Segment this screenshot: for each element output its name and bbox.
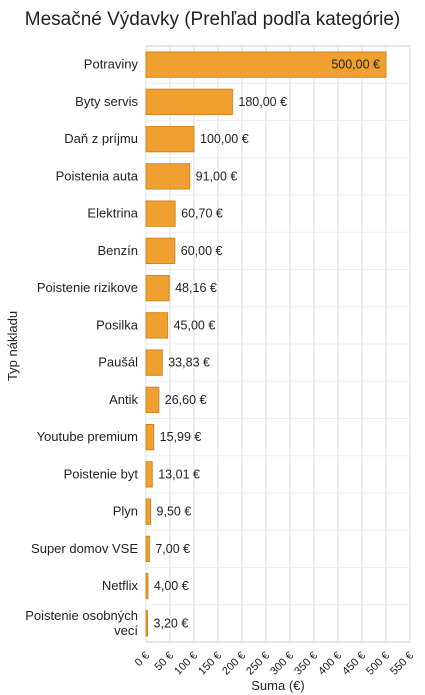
value-label: 26,60 € — [165, 393, 207, 407]
value-label: 13,01 € — [158, 467, 200, 481]
category-label: Super domov VSE — [31, 541, 138, 556]
x-tick-label: 250 € — [244, 650, 272, 678]
bar — [145, 386, 160, 414]
bar — [145, 51, 387, 78]
category-label: Netflix — [102, 578, 139, 593]
x-tick-label: 400 € — [316, 650, 344, 678]
y-axis-label: Typ nákladu — [5, 311, 20, 381]
value-label: 100,00 € — [200, 132, 249, 146]
category-label: Youtube premium — [37, 429, 138, 444]
value-label: 91,00 € — [196, 169, 238, 183]
value-label: 7,00 € — [155, 542, 190, 556]
bar — [145, 88, 233, 116]
value-label: 60,70 € — [181, 207, 223, 221]
x-tick-label: 200 € — [220, 650, 248, 678]
category-label: Posilka — [96, 317, 139, 332]
category-label: Benzín — [98, 243, 138, 258]
bar — [145, 572, 149, 600]
category-label: Poistenie osobných — [25, 608, 138, 623]
value-label: 180,00 € — [238, 95, 287, 109]
value-label: 48,16 € — [175, 281, 217, 295]
x-tick-label: 150 € — [196, 650, 224, 678]
category-label: vecí — [114, 623, 138, 638]
bar — [145, 610, 149, 637]
bar — [145, 461, 153, 488]
category-label: Poistenia auta — [56, 168, 139, 183]
category-label: Elektrina — [87, 206, 138, 221]
x-tick-label: 550 € — [388, 650, 416, 678]
category-label: Poistenie byt — [64, 466, 139, 481]
category-label: Poistenie rizikove — [37, 280, 138, 295]
labels: 0 €50 €100 €150 €200 €250 €300 €350 €400… — [25, 57, 416, 678]
bar — [145, 125, 195, 153]
value-label: 3,20 € — [154, 616, 189, 630]
bar — [145, 274, 170, 302]
bar — [145, 498, 152, 525]
x-tick-label: 100 € — [172, 650, 200, 678]
bar — [145, 200, 176, 227]
value-label: 33,83 € — [168, 356, 210, 370]
bar — [145, 237, 176, 265]
bar — [145, 312, 169, 339]
x-tick-label: 300 € — [268, 650, 296, 678]
x-tick-label: 450 € — [340, 650, 368, 678]
x-tick-label: 500 € — [364, 650, 392, 678]
value-label: 500,00 € — [331, 58, 380, 72]
value-label: 9,50 € — [157, 505, 192, 519]
x-tick-label: 350 € — [292, 650, 320, 678]
value-label: 15,99 € — [160, 430, 202, 444]
category-label: Paušál — [98, 355, 138, 370]
category-label: Daň z príjmu — [64, 131, 138, 146]
x-tick-label: 0 € — [133, 650, 152, 669]
category-label: Potraviny — [84, 57, 139, 72]
bars — [145, 51, 387, 637]
bar — [145, 423, 155, 451]
bar — [145, 163, 191, 190]
x-axis-label: Suma (€) — [251, 678, 304, 693]
value-label: 45,00 € — [174, 318, 216, 332]
value-label: 4,00 € — [154, 579, 189, 593]
category-label: Antik — [109, 392, 138, 407]
category-label: Byty servis — [75, 94, 138, 109]
chart-title: Mesačné Výdavky (Prehľad podľa kategórie… — [24, 9, 401, 30]
value-label: 60,00 € — [181, 244, 223, 258]
bar — [145, 535, 150, 563]
category-label: Plyn — [113, 504, 138, 519]
bar — [145, 349, 163, 376]
